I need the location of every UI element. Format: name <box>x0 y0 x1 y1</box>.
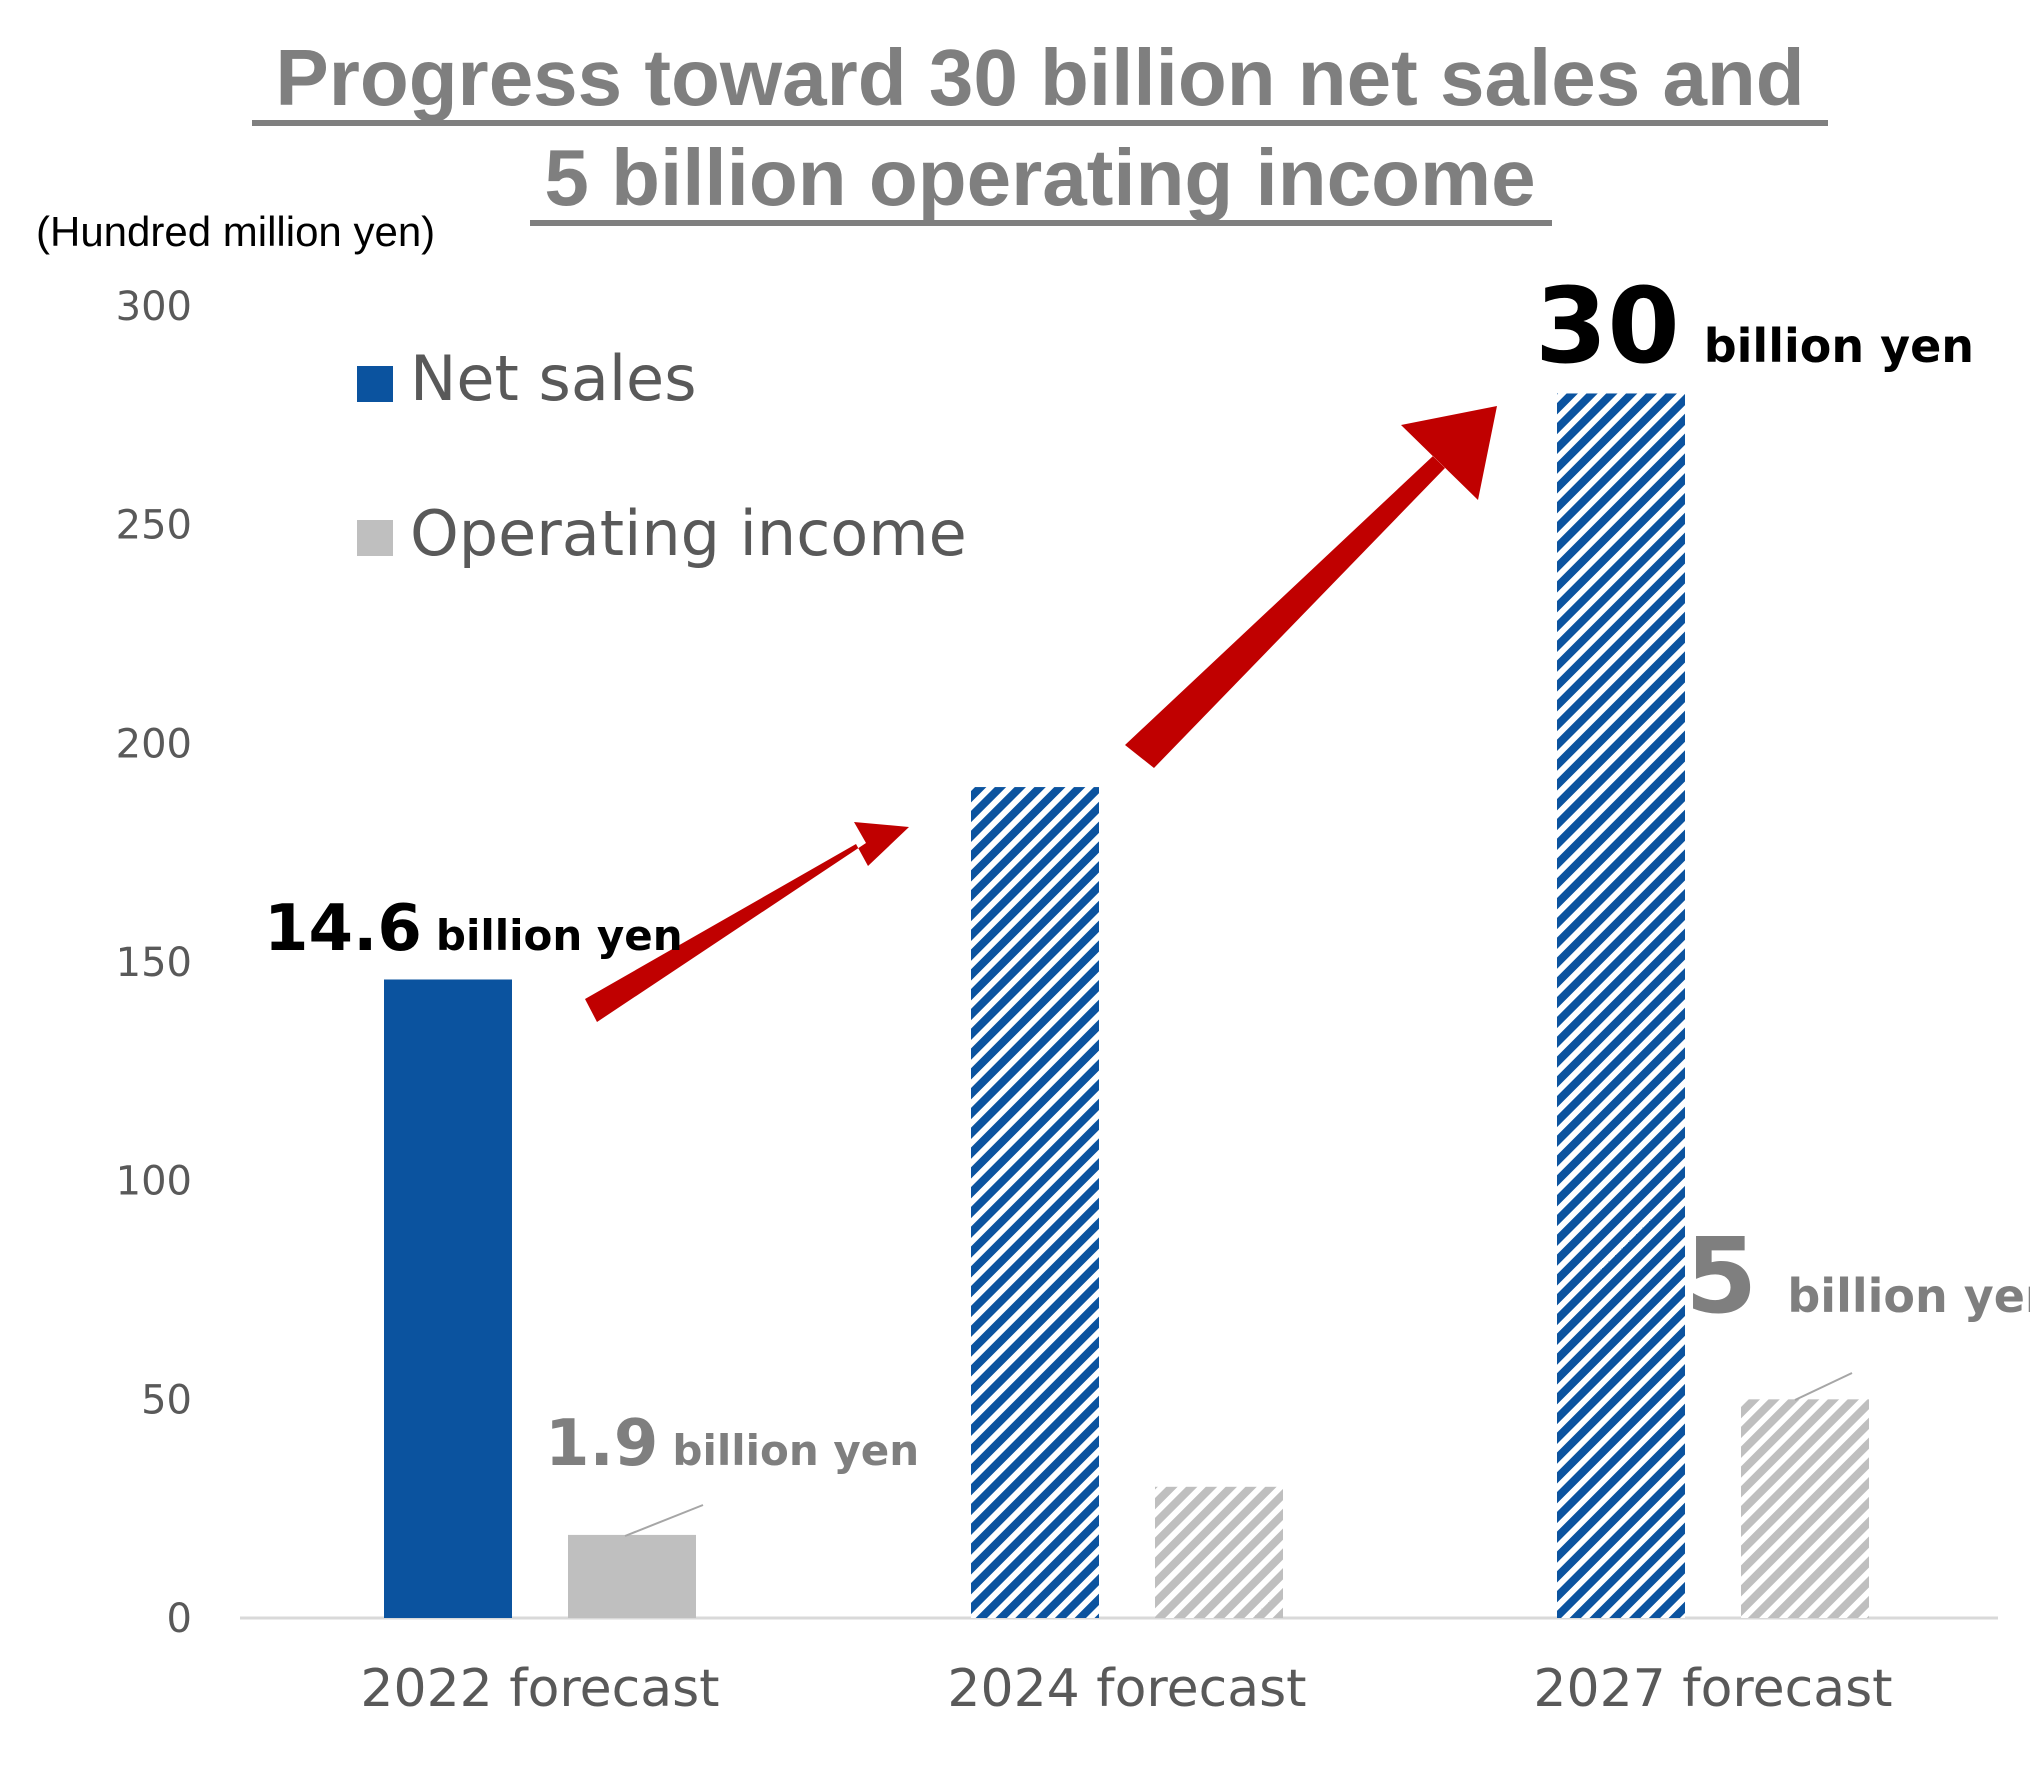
y-tick-0: 0 <box>167 1596 192 1642</box>
annotation-income-2022-value: 1.9 <box>545 1407 658 1481</box>
y-tick-50: 50 <box>141 1377 192 1423</box>
bar-net-sales-2024-forecast <box>971 787 1099 1618</box>
annotation-income-2022-unit: billion yen <box>672 1426 919 1475</box>
bars <box>384 393 1869 1618</box>
y-tick-300: 300 <box>116 284 192 330</box>
annotation-net-sales-2022-unit: billion yen <box>436 911 683 960</box>
x-tick-2022-forecast: 2022 forecast <box>360 1659 719 1719</box>
legend-label-operating-income: Operating income <box>410 497 967 570</box>
leader-line-income-2022 <box>624 1504 704 1537</box>
legend-label-net-sales: Net sales <box>410 342 697 415</box>
annotation-income-2027: 5 billion yen <box>1685 1215 2030 1337</box>
bar-operating-income-2022-forecast <box>568 1534 696 1618</box>
annotation-net-sales-2027: 30 billion yen <box>1535 265 1974 387</box>
annotation-net-sales-2027-value: 30 <box>1535 265 1680 387</box>
chart-title-line-2: 5 billion operating income <box>544 133 1535 222</box>
y-axis-ticks: 0 50 100 150 200 250 300 <box>116 284 192 1642</box>
unit-label: (Hundred million yen) <box>36 208 435 255</box>
chart-title-line-1: Progress toward 30 billion net sales and <box>275 33 1804 122</box>
y-tick-250: 250 <box>116 503 192 549</box>
annotation-income-2027-unit: billion yen <box>1787 1269 2030 1323</box>
growth-arrow-1 <box>585 822 909 1022</box>
annotation-net-sales-2027-unit: billion yen <box>1704 319 1974 373</box>
bar-operating-income-2027-forecast <box>1741 1399 1869 1618</box>
annotation-income-2027-value: 5 <box>1685 1215 1757 1337</box>
annotation-net-sales-2022-value: 14.6 <box>264 892 422 966</box>
y-tick-150: 150 <box>116 940 192 986</box>
x-axis-labels: 2022 forecast 2024 forecast 2027 forecast <box>360 1659 1892 1719</box>
x-tick-2027-forecast: 2027 forecast <box>1533 1659 1892 1719</box>
leader-line-income-2027 <box>1794 1372 1853 1401</box>
annotation-income-2022: 1.9 billion yen <box>545 1407 919 1481</box>
legend: Net sales Operating income <box>357 342 967 570</box>
annotation-net-sales-2022: 14.6 billion yen <box>264 892 683 966</box>
bar-net-sales-2027-forecast <box>1557 393 1685 1618</box>
legend-swatch-net-sales <box>357 366 393 402</box>
y-tick-200: 200 <box>116 721 192 767</box>
x-tick-2024-forecast: 2024 forecast <box>947 1659 1306 1719</box>
legend-swatch-operating-income <box>357 520 393 556</box>
bar-net-sales-2022-forecast <box>384 979 512 1618</box>
y-tick-100: 100 <box>116 1159 192 1205</box>
growth-arrow-2 <box>1125 406 1497 768</box>
bar-operating-income-2024-forecast <box>1155 1486 1283 1618</box>
